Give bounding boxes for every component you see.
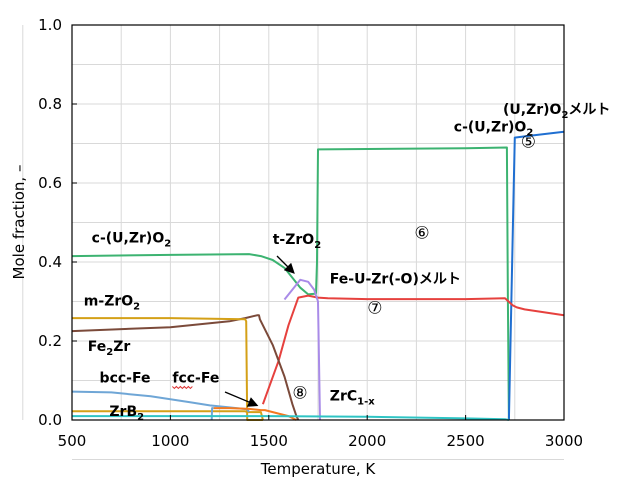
y-tick-label: 0.6 [38,174,62,192]
annotation-label: (U,Zr)O2メルト [503,102,610,121]
x-tick-label: 2000 [348,432,386,450]
annotation-label: m-ZrO2 [84,293,140,312]
annotation-label: t-ZrO2 [273,232,321,251]
fcc-fe-arrow [224,391,259,407]
x-axis-title: Temperature, K [260,460,377,478]
series-line-5 [72,317,263,421]
x-tick-label: 2500 [447,432,485,450]
plot-frame [71,24,565,421]
annotation-label: ZrC1-x [330,388,375,407]
series-line-2 [261,294,565,405]
series-line-6 [72,410,264,421]
y-axis-title: Mole fraction, – [10,165,28,280]
x-tick-label: 500 [58,432,87,450]
annotation-label: c-(U,Zr)O2 [92,230,172,249]
annotation-label: Fe2Zr [88,339,131,358]
series-layer [71,130,565,421]
series-line-3 [283,278,321,421]
x-tick-label: 1000 [151,432,189,450]
y-tick-label: 0.8 [38,95,62,113]
annotation-label: ZrB2 [109,404,144,423]
y-tick-label: 1.0 [38,16,62,34]
y-tick-label: 0.2 [38,332,62,350]
series-line-0 [71,146,510,421]
arrows [224,255,295,407]
spellcheck-underline [172,385,193,390]
annotation-label: Fe-U-Zr(-O)メルト [330,272,461,288]
annotations: (U,Zr)O2メルト⑤c-(U,Zr)O2c-(U,Zr)O2⑥t-ZrO2F… [84,102,611,423]
annotation-label: ⑧ [292,383,307,403]
annotation-label: ⑥ [414,223,429,243]
x-axis-ticks: 500 1000 1500 2000 2500 3000 [58,415,583,450]
series-line-1 [507,130,565,421]
y-tick-label: 0.0 [38,411,62,429]
annotation-label: ⑤ [521,132,536,152]
y-tick-label: 0.4 [38,253,62,271]
y-axis-ticks: 0.0 0.2 0.4 0.6 0.8 1.0 [38,16,77,429]
annotation-label: fcc-Fe [172,370,219,386]
x-tick-label: 3000 [545,432,583,450]
x-tick-label: 1500 [250,432,288,450]
series-line-8 [210,407,214,421]
annotation-label: bcc-Fe [100,370,151,386]
series-line-4 [71,314,300,421]
annotation-label: c-(U,Zr)O2 [454,120,534,139]
annotation-label: ⑦ [367,298,382,318]
t-zro2-arrow [276,255,295,274]
series-line-9 [213,407,297,421]
